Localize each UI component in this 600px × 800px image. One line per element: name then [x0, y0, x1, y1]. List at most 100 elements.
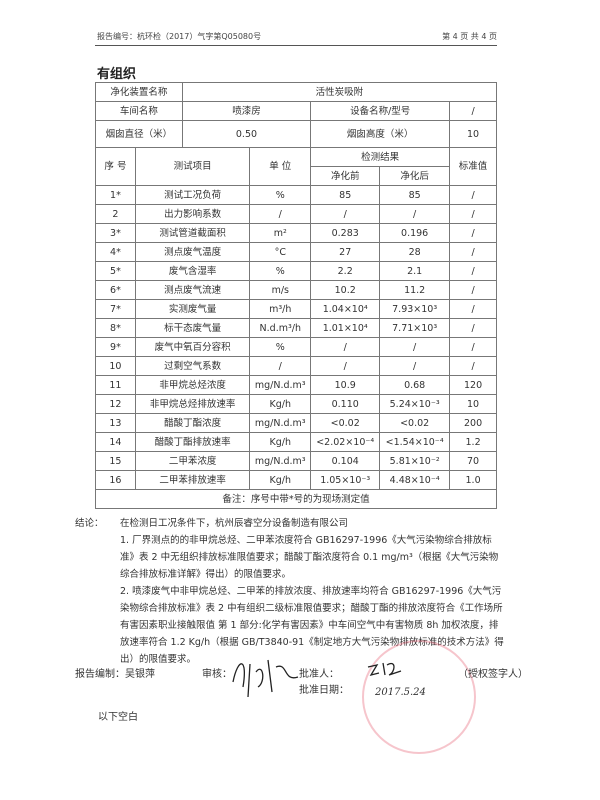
- row-item: 醋酸丁酯排放速率: [134, 432, 251, 452]
- row-seq: 1*: [95, 185, 136, 205]
- col-result: 检测结果: [310, 147, 451, 167]
- equipment-value: /: [449, 101, 497, 121]
- authorized-signatory: （授权签字人）: [458, 669, 528, 680]
- row-before: 0.110: [310, 394, 381, 414]
- row-before: 10.2: [310, 280, 381, 300]
- row-unit: /: [249, 356, 312, 376]
- table-row: 4* 测点废气温度 °C 27 28/: [95, 242, 497, 262]
- row-before: 1.04×10⁴: [310, 299, 381, 319]
- row-item: 实测废气量: [134, 299, 251, 319]
- row-before: 2.2: [310, 261, 381, 281]
- row-unit: %: [249, 337, 312, 357]
- col-unit: 单 位: [249, 147, 312, 186]
- row-unit: m/s: [249, 280, 312, 300]
- row-before: 10.9: [310, 375, 381, 395]
- row-item: 出力影响系数: [134, 204, 251, 224]
- row-seq: 14: [95, 432, 136, 452]
- row-seq: 13: [95, 413, 136, 433]
- row-standard: 200: [449, 413, 497, 433]
- row-standard: /: [449, 337, 497, 357]
- row-before: 27: [310, 242, 381, 262]
- row-item: 非甲烷总烃排放速率: [134, 394, 251, 414]
- row-seq: 4*: [95, 242, 136, 262]
- row-seq: 9*: [95, 337, 136, 357]
- row-seq: 12: [95, 394, 136, 414]
- workshop-value: 喷漆房: [181, 101, 312, 121]
- row-item: 测点废气流速: [134, 280, 251, 300]
- row-before: 0.283: [310, 223, 381, 243]
- row-before: 0.104: [310, 451, 381, 471]
- row-unit: %: [249, 261, 312, 281]
- conclusion-item-1: 1. 厂界测点的的非甲烷总烃、二甲苯浓度符合 GB16297-1996《大气污染…: [120, 535, 499, 580]
- table-row: 6* 测点废气流速 m/s 10.2 11.2/: [95, 280, 497, 300]
- row-standard: 120: [449, 375, 497, 395]
- device-label: 净化装置名称: [95, 82, 183, 102]
- page-number: 第 4 页 共 4 页: [442, 32, 497, 41]
- row-before: 1.01×10⁴: [310, 318, 381, 338]
- row-unit: Kg/h: [249, 470, 312, 490]
- table-row: 10 过剩空气系数 / / / /: [95, 356, 497, 376]
- device-value: 活性炭吸附: [181, 82, 498, 102]
- row-after: 28: [379, 242, 451, 262]
- row-after: 5.24×10⁻³: [379, 394, 451, 414]
- row-seq: 8*: [95, 318, 136, 338]
- row-after: 4.48×10⁻⁴: [379, 470, 451, 490]
- row-standard: /: [449, 261, 497, 281]
- row-item: 过剩空气系数: [134, 356, 251, 376]
- row-after: 7.71×10³: [379, 318, 451, 338]
- row-item: 二甲苯排放速率: [134, 470, 251, 490]
- row-standard: 70: [449, 451, 497, 471]
- row-seq: 15: [95, 451, 136, 471]
- conclusion-intro: 在检测日工况条件下，杭州辰睿空分设备制造有限公司: [120, 518, 349, 529]
- col-before: 净化前: [310, 166, 381, 186]
- row-unit: Kg/h: [249, 432, 312, 452]
- approve-date-label: 批准日期：: [299, 685, 349, 696]
- row-unit: /: [249, 204, 312, 224]
- row-after: /: [379, 337, 451, 357]
- row-seq: 7*: [95, 299, 136, 319]
- equipment-label: 设备名称/型号: [310, 101, 451, 121]
- row-item: 测试工况负荷: [134, 185, 251, 205]
- col-item: 测试项目: [134, 147, 251, 186]
- table-row: 1* 测试工况负荷% 85 85/: [95, 185, 497, 205]
- row-unit: °C: [249, 242, 312, 262]
- row-after: 85: [379, 185, 451, 205]
- col-standard: 标准值: [449, 147, 497, 186]
- row-after: 11.2: [379, 280, 451, 300]
- diameter-value: 0.50: [181, 120, 312, 148]
- table-row: 8* 标干态废气量 N.d.m³/h 1.01×10⁴ 7.71×10³ /: [95, 318, 497, 338]
- conclusion: 结论： 在检测日工况条件下，杭州辰睿空分设备制造有限公司 1. 厂界测点的的非甲…: [75, 515, 505, 668]
- row-item: 测试管道截面积: [134, 223, 251, 243]
- row-unit: N.d.m³/h: [249, 318, 312, 338]
- reviewer-label: 审核：: [202, 669, 232, 680]
- row-item: 标干态废气量: [134, 318, 251, 338]
- row-standard: /: [449, 185, 497, 205]
- row-item: 非甲烷总烃浓度: [134, 375, 251, 395]
- table-row: 12 非甲烷总烃排放速率 Kg/h 0.110 5.24×10⁻³ 10: [95, 394, 497, 414]
- blank-below: 以下空白: [98, 712, 138, 723]
- height-label: 烟囱高度（米）: [310, 120, 451, 148]
- row-before: 85: [310, 185, 381, 205]
- row-unit: m³/h: [249, 299, 312, 319]
- row-unit: mg/N.d.m³: [249, 413, 312, 433]
- row-standard: /: [449, 299, 497, 319]
- row-after: /: [379, 204, 451, 224]
- author: 报告编制：吴银萍: [75, 669, 155, 680]
- row-standard: 1.2: [449, 432, 497, 452]
- row-unit: mg/N.d.m³: [249, 451, 312, 471]
- row-standard: /: [449, 318, 497, 338]
- row-seq: 10: [95, 356, 136, 376]
- row-item: 二甲苯浓度: [134, 451, 251, 471]
- approver-signature: [367, 662, 402, 677]
- official-seal: [362, 640, 476, 754]
- row-standard: /: [449, 280, 497, 300]
- col-seq: 序 号: [95, 147, 136, 186]
- row-before: /: [310, 204, 381, 224]
- table-row: 16 二甲苯排放速率 Kg/h 1.05×10⁻³ 4.48×10⁻⁴ 1.0: [95, 470, 497, 490]
- row-standard: 10: [449, 394, 497, 414]
- row-after: 2.1: [379, 261, 451, 281]
- col-after: 净化后: [379, 166, 451, 186]
- row-before: <2.02×10⁻⁴: [310, 432, 381, 452]
- row-seq: 11: [95, 375, 136, 395]
